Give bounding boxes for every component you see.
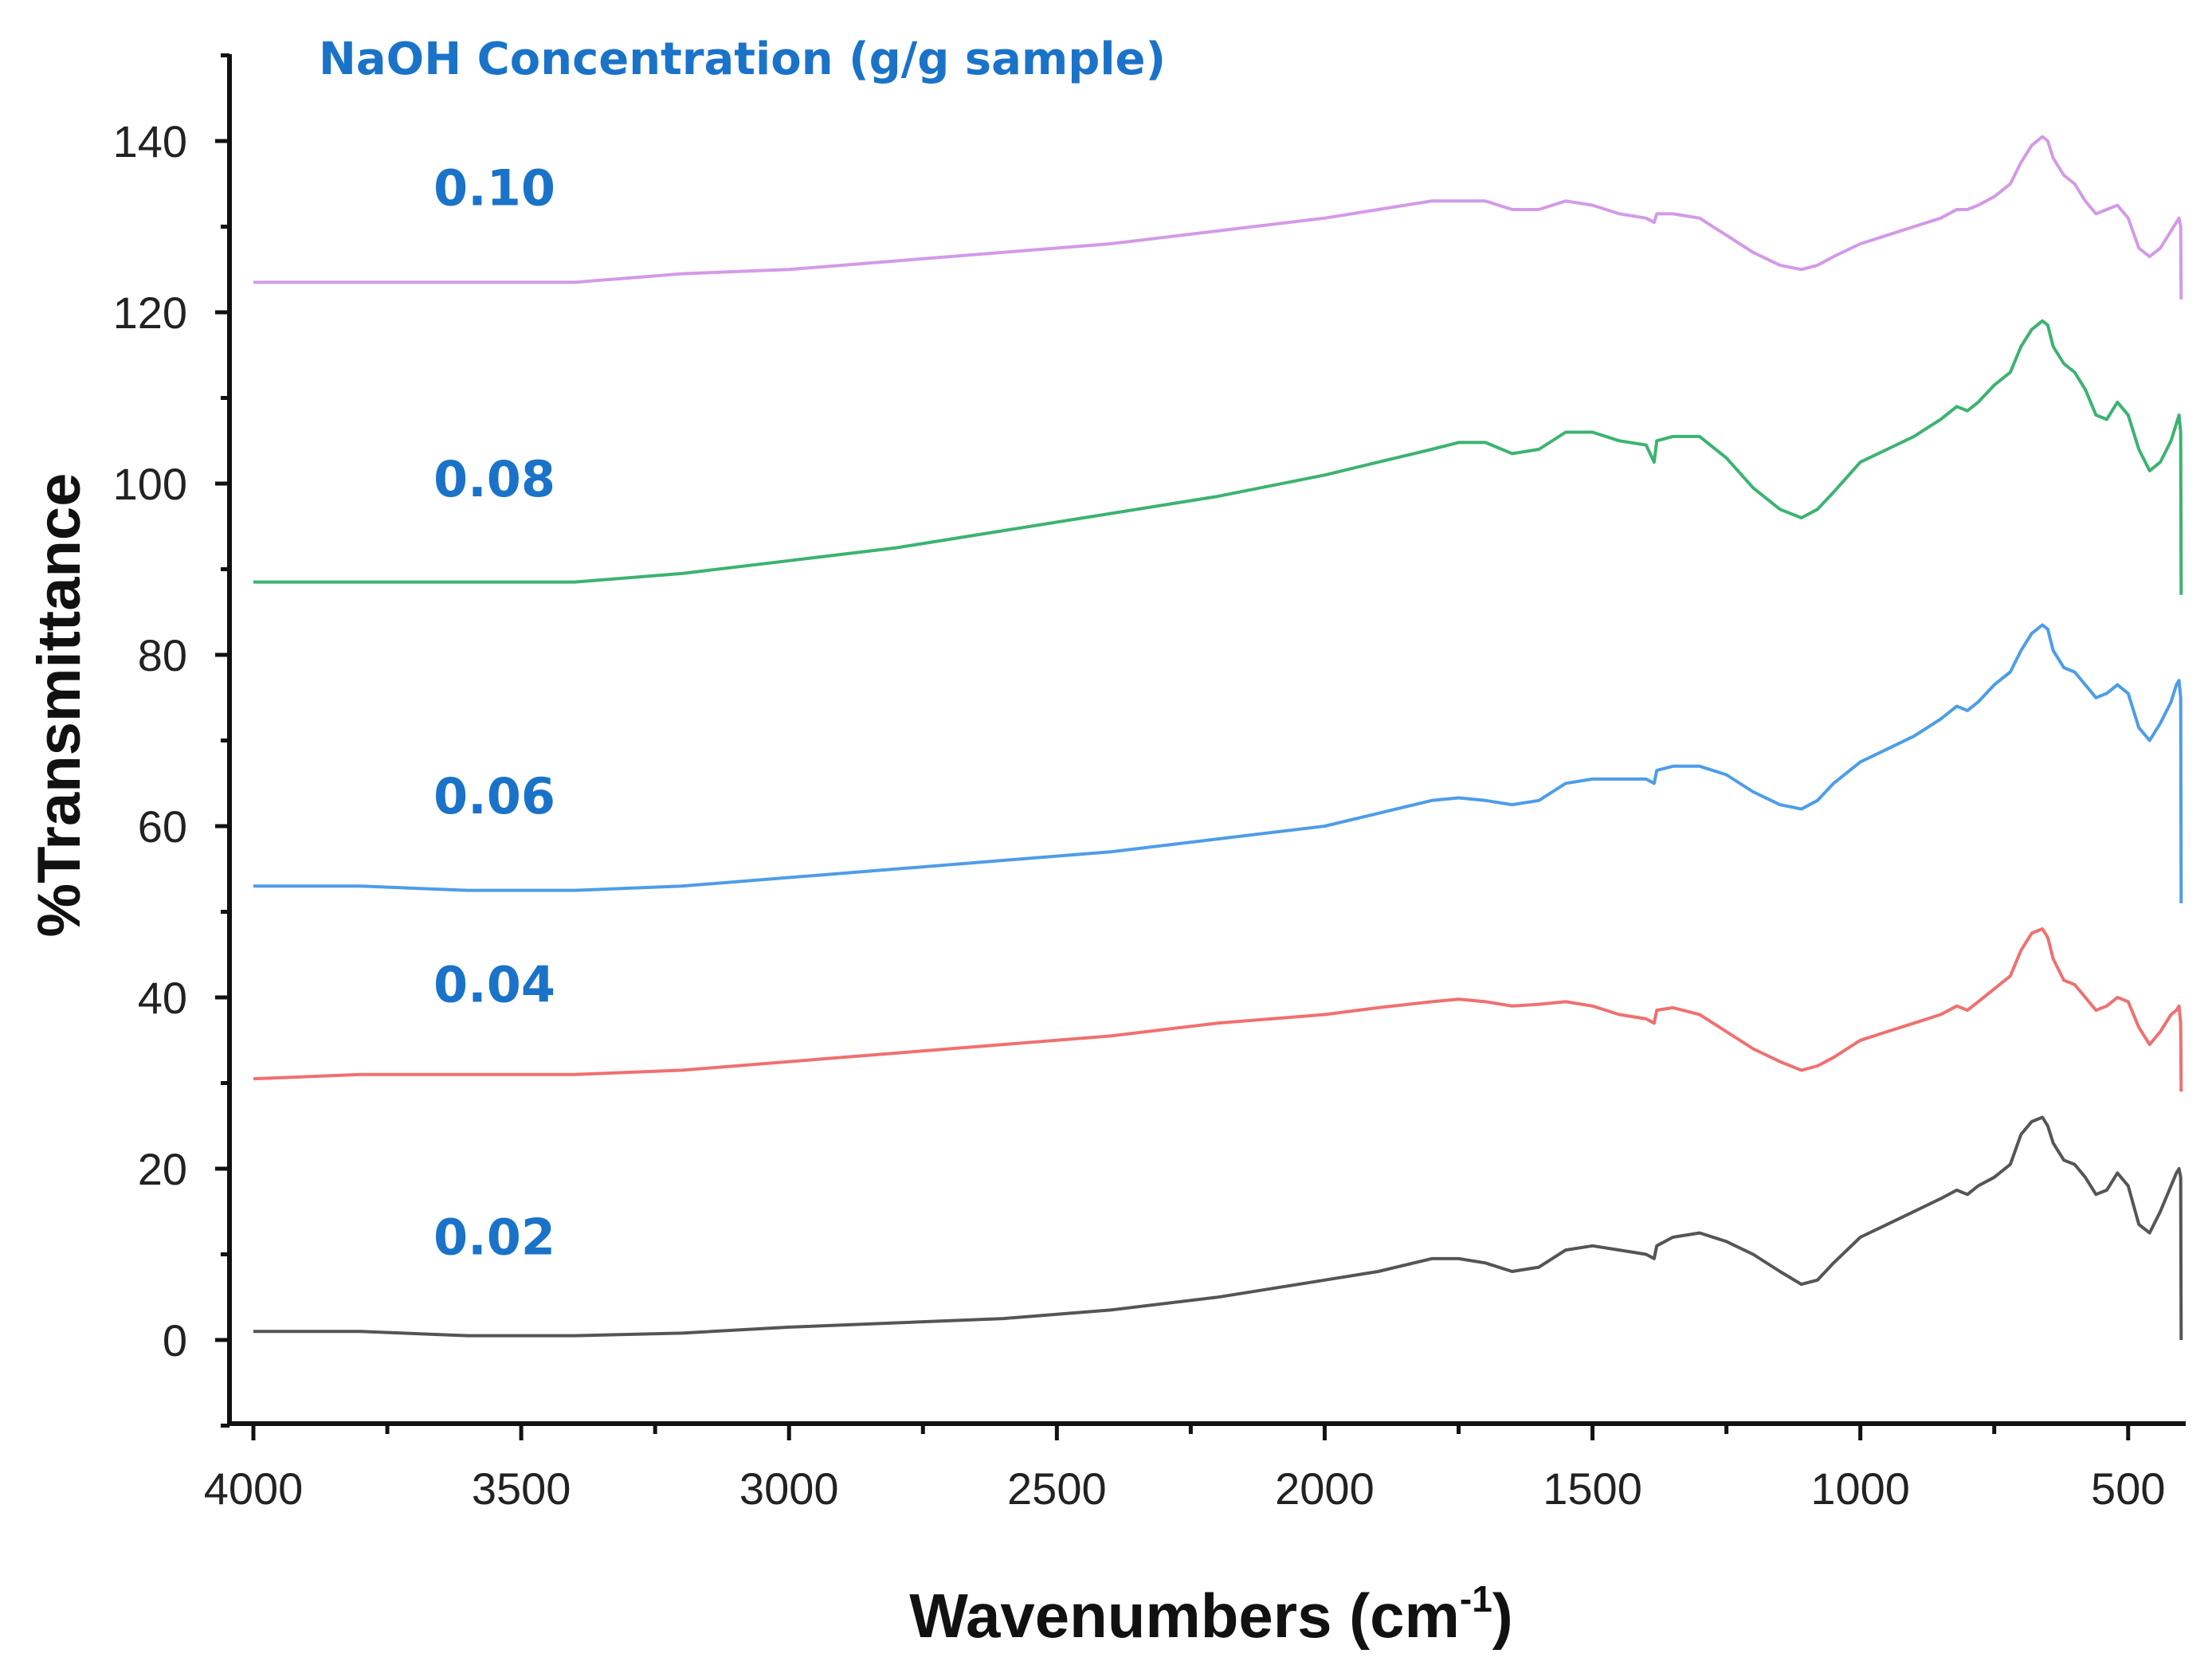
x-axis-title: Wavenumbers (cm-1) [909, 1578, 1513, 1651]
y-tick-label: 40 [138, 973, 187, 1023]
x-tick-label: 2500 [1007, 1463, 1107, 1514]
x-axis-title-sup: -1 [1460, 1578, 1492, 1620]
x-tick-label: 4000 [204, 1463, 304, 1514]
x-tick-label: 3500 [472, 1463, 571, 1514]
series-label-0.08: 0.08 [433, 450, 555, 508]
x-axis-ticks: 4000 3500 3000 2500 2000 1500 1000 500 [204, 1424, 2165, 1514]
x-axis-title-main: Wavenumbers (cm [909, 1581, 1460, 1651]
x-tick-label: 2000 [1275, 1463, 1375, 1514]
y-tick-label: 100 [113, 459, 187, 509]
x-tick-label: 1500 [1543, 1463, 1642, 1514]
series-label-0.10: 0.10 [433, 159, 555, 217]
series-line-0.04 [253, 927, 2183, 1092]
x-tick-label: 1000 [1810, 1463, 1910, 1514]
x-tick-label: 500 [2091, 1463, 2165, 1514]
series-line-0.06 [253, 623, 2183, 903]
y-tick-label: 20 [138, 1144, 187, 1194]
series-label-0.06: 0.06 [433, 767, 555, 825]
y-tick-label: 120 [113, 288, 187, 338]
y-axis-title: %Transmittance [25, 473, 93, 938]
y-tick-label: 60 [138, 801, 187, 852]
series-label-0.04: 0.04 [433, 955, 555, 1013]
series-line-0.08 [253, 319, 2183, 595]
y-tick-label: 80 [138, 630, 187, 680]
y-tick-label: 140 [113, 116, 187, 167]
series-label-0.02: 0.02 [433, 1209, 555, 1267]
series-labels: 0.02 0.04 0.06 0.08 0.10 [433, 159, 555, 1267]
x-tick-label: 3000 [739, 1463, 839, 1514]
series-line-0.10 [253, 135, 2183, 300]
y-axis-ticks: 0 20 40 60 80 100 120 140 [113, 53, 229, 1428]
legend-title: NaOH Concentration (g/g sample) [319, 33, 1166, 85]
series-line-0.02 [253, 1115, 2183, 1341]
x-axis-title-close: ) [1492, 1581, 1513, 1651]
series-layer [253, 135, 2183, 1341]
y-tick-label: 0 [163, 1315, 187, 1365]
